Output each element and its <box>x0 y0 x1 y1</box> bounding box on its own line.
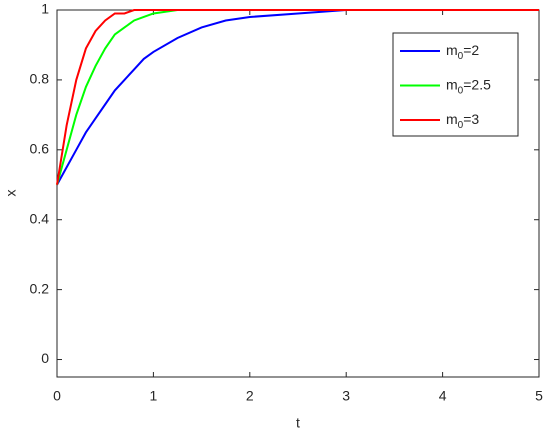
y-tick-label: 0.8 <box>30 71 50 87</box>
legend-label: m0=3 <box>446 111 479 131</box>
x-tick-label: 5 <box>535 388 543 404</box>
y-tick-label: 1 <box>41 1 49 17</box>
x-tick-label: 0 <box>53 388 61 404</box>
series-line <box>56 9 539 185</box>
y-tick-label: 0 <box>41 350 49 366</box>
y-tick-label: 0.4 <box>30 210 50 226</box>
legend-label: m0=2.5 <box>446 76 491 96</box>
legend: m0=2 m0=2.5 m0=3 <box>392 32 519 137</box>
x-tick-label: 3 <box>342 388 350 404</box>
x-tick-label: 1 <box>150 388 158 404</box>
y-tick-label: 0.2 <box>30 280 50 296</box>
y-tick-label: 0.6 <box>30 141 50 157</box>
x-tick-label: 2 <box>246 388 254 404</box>
y-axis-label: x <box>3 190 19 197</box>
legend-label: m0=2 <box>446 42 479 62</box>
x-axis-label: t <box>296 415 300 431</box>
x-tick-label: 4 <box>439 388 447 404</box>
